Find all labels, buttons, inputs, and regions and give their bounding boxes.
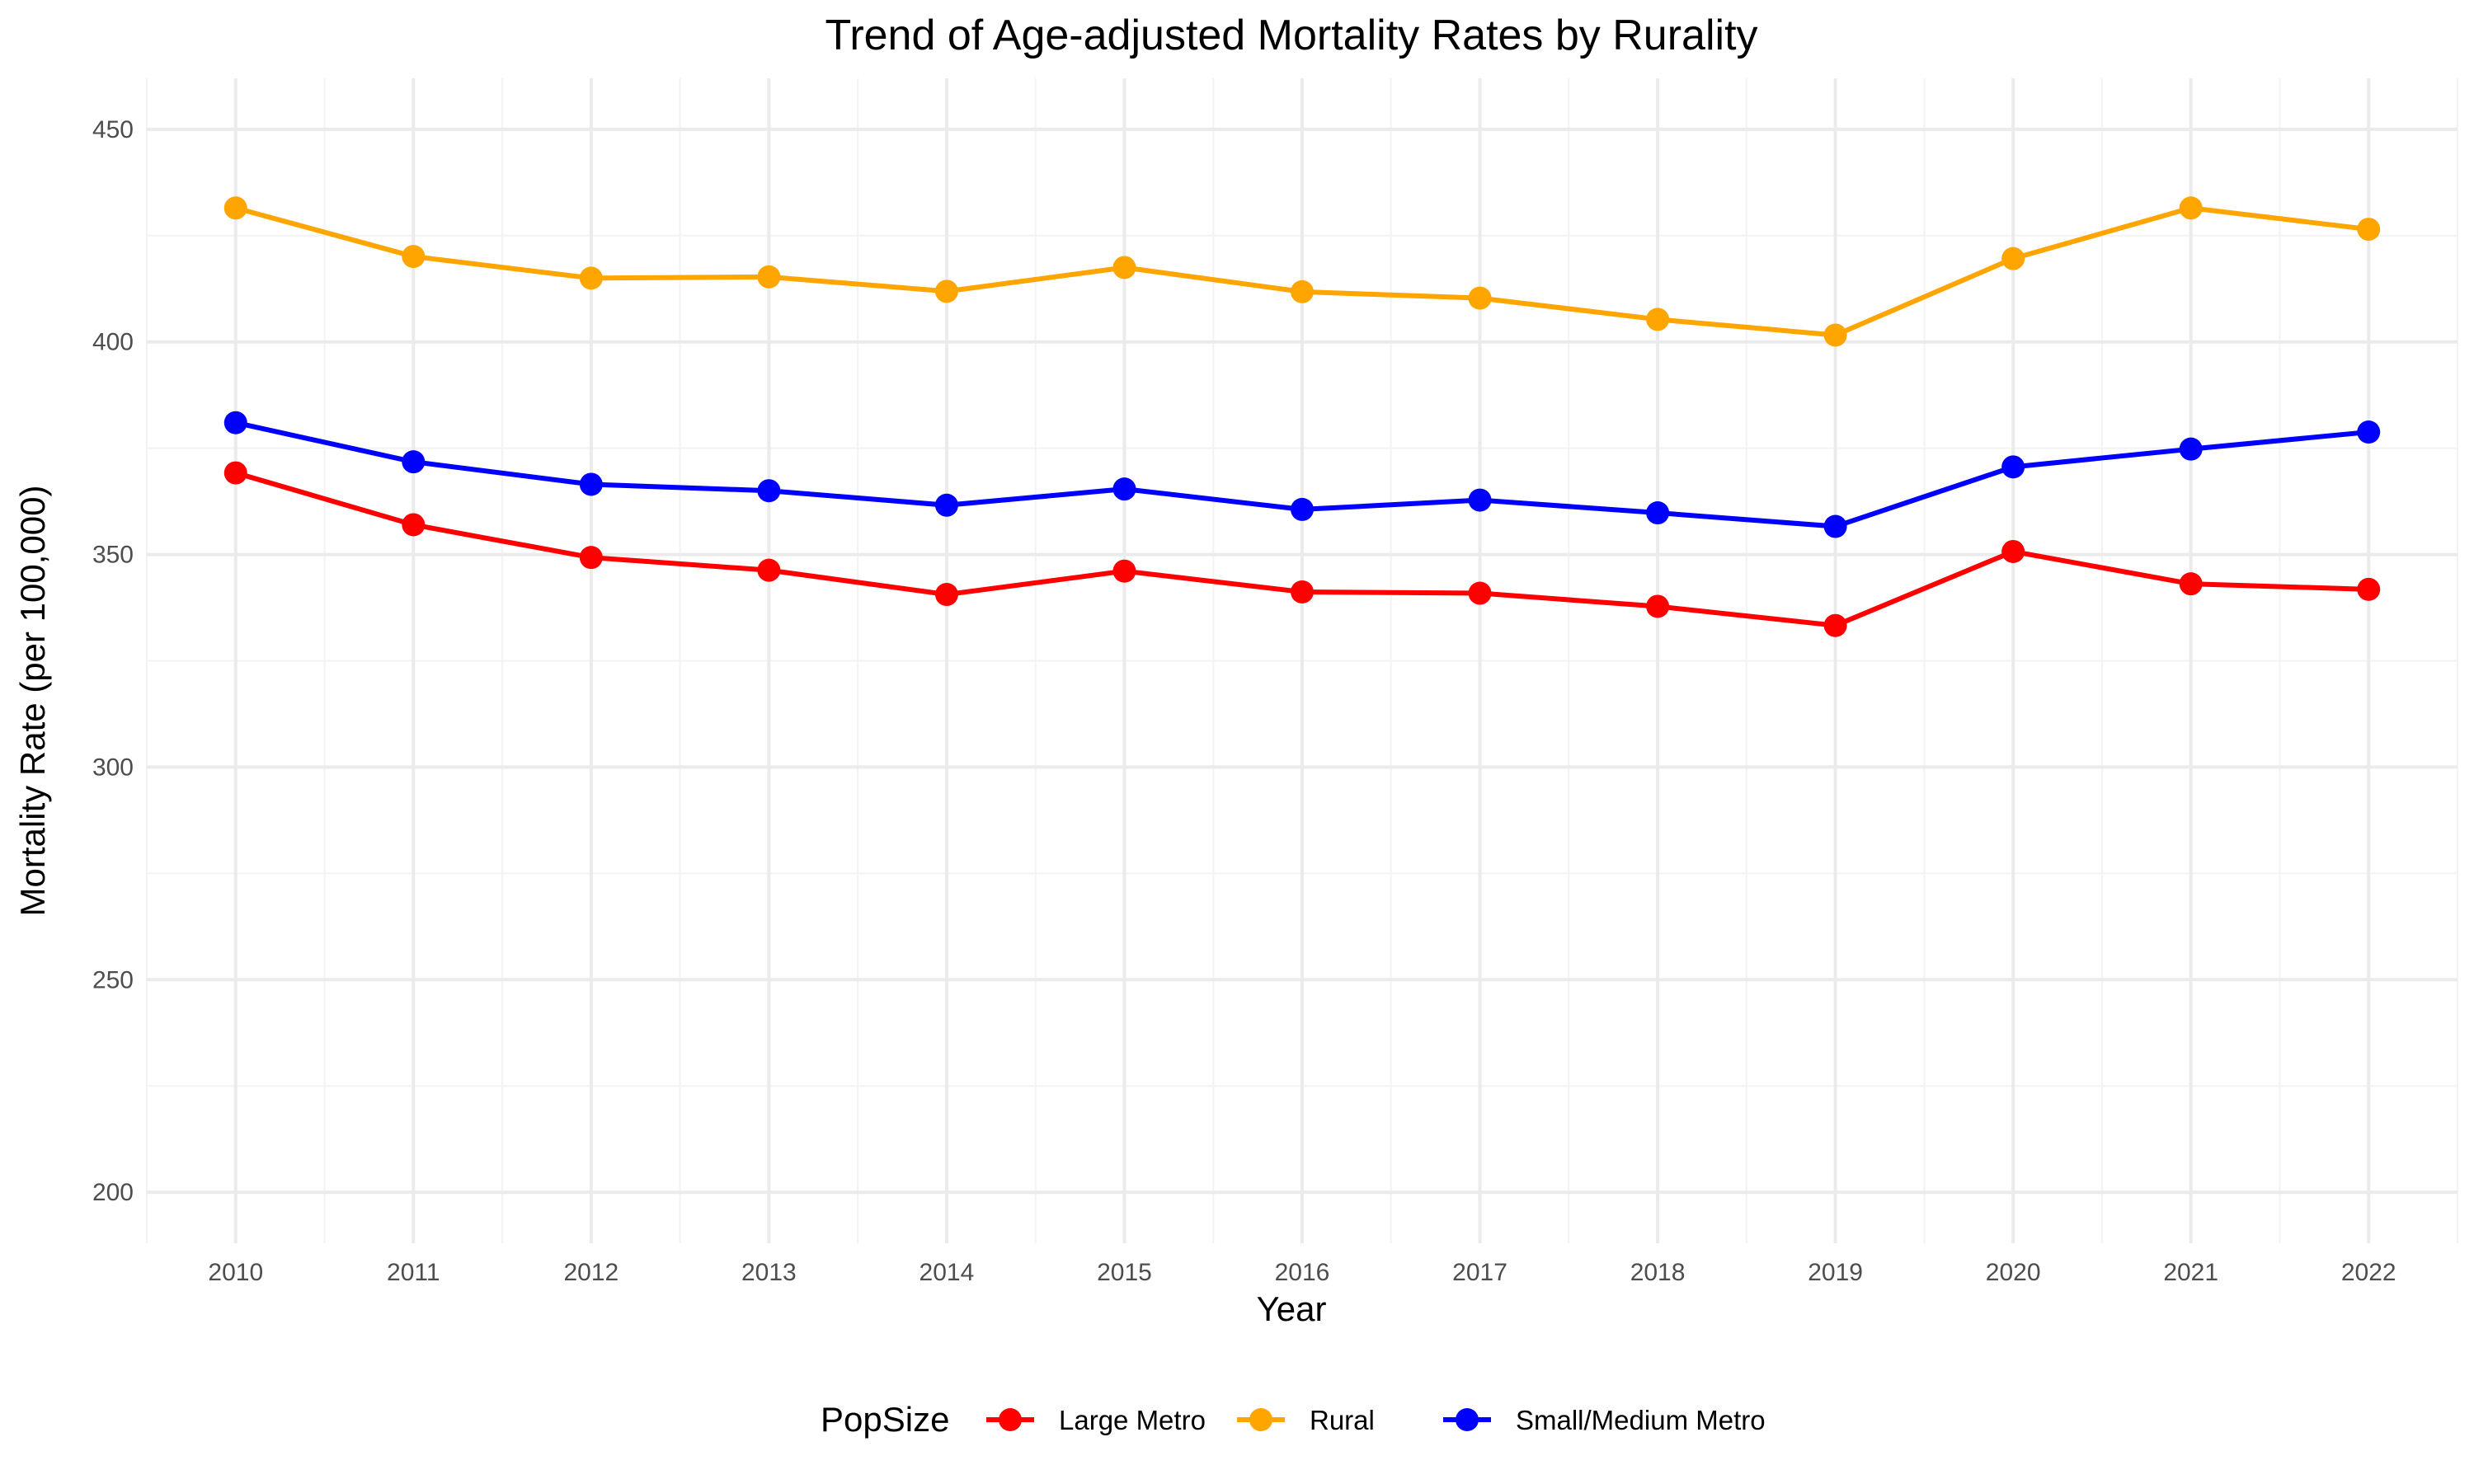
data-point-small-medium-metro — [1468, 488, 1492, 512]
x-axis-tick-labels: 2010 2011 2012 2013 2014 2015 2016 2017 2018 2019… — [208, 1259, 2396, 1286]
legend-item-small-medium-metro: Small/Medium Metro — [1443, 1405, 1766, 1435]
data-point-large-metro — [1468, 581, 1492, 605]
data-point-rural — [402, 245, 426, 269]
data-point-small-medium-metro — [402, 450, 426, 474]
data-point-small-medium-metro — [223, 411, 247, 434]
data-point-rural — [2001, 247, 2025, 270]
data-point-rural — [579, 266, 603, 290]
x-tick-label: 2015 — [1097, 1259, 1152, 1286]
data-point-large-metro — [2357, 577, 2381, 601]
data-point-large-metro — [2001, 539, 2025, 563]
x-tick-label: 2020 — [1986, 1259, 2041, 1286]
data-point-large-metro — [402, 513, 426, 537]
data-point-large-metro — [1646, 594, 1670, 618]
data-point-rural — [1823, 323, 1847, 347]
data-point-small-medium-metro — [934, 493, 958, 517]
legend-label: Large Metro — [1059, 1405, 1206, 1435]
data-point-rural — [934, 279, 958, 303]
data-point-small-medium-metro — [579, 472, 603, 496]
legend-key-point — [1456, 1408, 1479, 1431]
data-point-large-metro — [579, 546, 603, 570]
y-tick-label: 300 — [92, 754, 134, 781]
data-point-large-metro — [1291, 580, 1314, 603]
chart-title: Trend of Age-adjusted Mortality Rates by… — [825, 12, 1757, 59]
data-point-small-medium-metro — [1646, 501, 1670, 525]
data-point-rural — [2357, 218, 2381, 242]
data-point-small-medium-metro — [1112, 477, 1136, 501]
y-tick-label: 350 — [92, 542, 134, 569]
data-point-rural — [1112, 256, 1136, 279]
y-tick-label: 400 — [92, 329, 134, 356]
y-axis-tick-labels: 200 250 300 350 400 450 — [92, 116, 134, 1206]
data-point-rural — [223, 196, 247, 220]
data-point-large-metro — [223, 461, 247, 485]
data-point-large-metro — [757, 558, 781, 582]
x-tick-label: 2021 — [2163, 1259, 2218, 1286]
data-point-rural — [1468, 286, 1492, 310]
x-tick-label: 2018 — [1630, 1259, 1686, 1286]
data-point-small-medium-metro — [757, 479, 781, 503]
data-point-large-metro — [1112, 559, 1136, 583]
x-tick-label: 2014 — [920, 1259, 975, 1286]
data-point-small-medium-metro — [2357, 420, 2381, 444]
data-point-small-medium-metro — [1291, 497, 1314, 521]
legend-label: Small/Medium Metro — [1516, 1405, 1766, 1435]
data-point-large-metro — [934, 583, 958, 607]
legend-label: Rural — [1310, 1405, 1375, 1435]
legend-item-large-metro: Large Metro — [986, 1405, 1206, 1435]
legend: PopSize Large Metro Rural Small/Medium Met… — [821, 1400, 1766, 1439]
y-tick-label: 250 — [92, 966, 134, 993]
y-tick-label: 200 — [92, 1179, 134, 1206]
data-point-rural — [757, 265, 781, 289]
legend-item-rural: Rural — [1237, 1405, 1375, 1435]
data-point-small-medium-metro — [1823, 514, 1847, 538]
x-axis-title: Year — [1257, 1289, 1327, 1328]
x-tick-label: 2012 — [563, 1259, 618, 1286]
data-point-rural — [1291, 279, 1314, 303]
data-point-rural — [2179, 196, 2203, 220]
legend-title: PopSize — [821, 1400, 949, 1439]
x-tick-label: 2019 — [1808, 1259, 1863, 1286]
legend-key-point — [1249, 1408, 1272, 1431]
legend-items: Large Metro Rural Small/Medium Metro — [986, 1405, 1766, 1435]
y-tick-label: 450 — [92, 116, 134, 143]
data-point-large-metro — [2179, 572, 2203, 596]
legend-key-point — [999, 1408, 1022, 1431]
x-tick-label: 2010 — [208, 1259, 263, 1286]
data-point-rural — [1646, 308, 1670, 331]
x-tick-label: 2013 — [741, 1259, 797, 1286]
series-points — [223, 196, 2381, 637]
x-tick-label: 2011 — [387, 1259, 440, 1286]
data-point-large-metro — [1823, 613, 1847, 637]
x-tick-label: 2022 — [2341, 1259, 2396, 1286]
x-tick-label: 2016 — [1275, 1259, 1330, 1286]
data-point-small-medium-metro — [2001, 455, 2025, 479]
y-axis-title: Mortality Rate (per 100,000) — [13, 486, 52, 917]
data-point-small-medium-metro — [2179, 437, 2203, 461]
x-tick-label: 2017 — [1452, 1259, 1507, 1286]
